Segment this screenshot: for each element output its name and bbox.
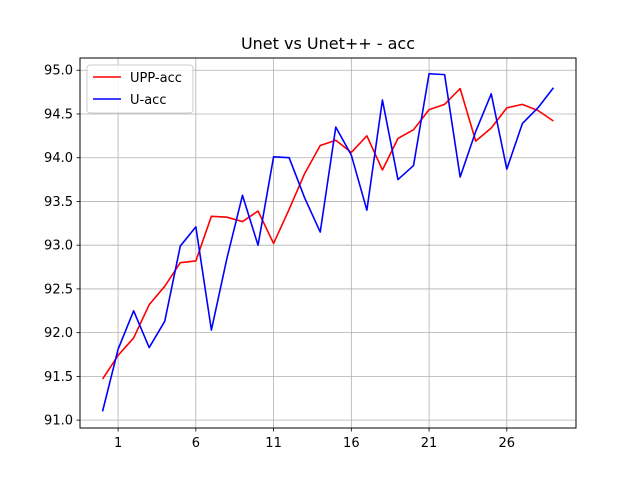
y-tick-label: 95.0 (44, 64, 73, 79)
y-tick-label: 92.5 (44, 282, 73, 297)
legend-label: U-acc (130, 93, 166, 108)
y-tick-label: 91.5 (44, 370, 73, 385)
y-tick-label: 92.0 (44, 326, 73, 341)
x-tick-label: 6 (192, 436, 200, 451)
axis-ticks: 1 6 11 16 21 2691.091.592.092.593.093.594.094… (44, 64, 515, 451)
series-line-u-acc (101, 72, 555, 412)
y-tick-label: 94.0 (44, 151, 73, 166)
grid-lines (80, 58, 576, 428)
x-tick-label: 26 (499, 436, 516, 451)
plot-frame (79, 57, 577, 429)
y-tick-label: 91.0 (44, 414, 73, 429)
chart-title: Unet vs Unet++ - acc (241, 34, 415, 53)
x-tick-label: 11 (265, 436, 282, 451)
x-tick-label: 21 (421, 436, 438, 451)
series-lines (101, 72, 555, 412)
x-tick-label: 1 (114, 436, 122, 451)
y-tick-label: 93.0 (44, 239, 73, 254)
legend-label: UPP-acc (130, 71, 182, 86)
y-tick-label: 93.5 (44, 195, 73, 210)
legend: UPP-acc U-acc (86, 64, 194, 114)
y-tick-label: 94.5 (44, 107, 73, 122)
series-line-upp-acc (101, 87, 554, 380)
x-tick-label: 16 (343, 436, 360, 451)
